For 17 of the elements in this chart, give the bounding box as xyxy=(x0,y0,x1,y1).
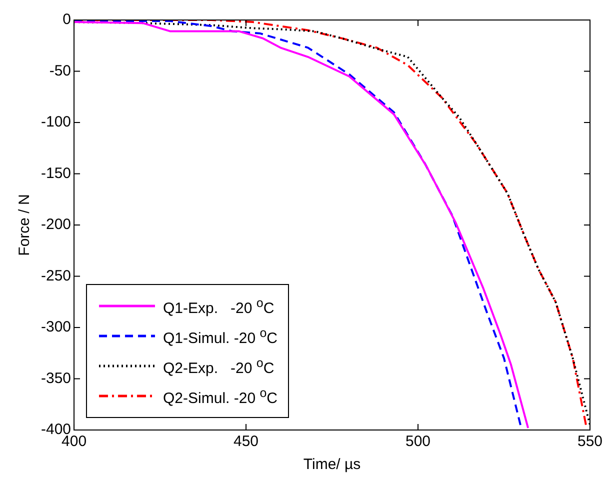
y-tick-label: -250 xyxy=(40,267,72,284)
y-tick-label: -350 xyxy=(40,370,72,387)
y-tick-label: 0 xyxy=(62,11,72,28)
y-tick-label: -300 xyxy=(40,318,72,336)
x-axis-title: Time/ µs xyxy=(303,456,361,474)
x-tick-label: 450 xyxy=(234,433,259,450)
y-tick-label: -150 xyxy=(40,164,72,182)
y-axis-title: Force / N xyxy=(16,194,34,256)
x-tick-label: 550 xyxy=(577,433,603,450)
legend-label: Q1-Exp. -20 $^{o}$C xyxy=(163,295,274,319)
y-tick-label: -100 xyxy=(40,114,72,131)
y-tick-label: -200 xyxy=(40,216,72,234)
legend-label: Q1-Simul. -20 $^{o}$C xyxy=(163,325,278,349)
legend-label: Q2-Exp. -20 $^{o}$C xyxy=(163,355,274,379)
legend-label: Q2-Simul. -20 $^{o}$C xyxy=(163,385,278,409)
y-tick-label: -50 xyxy=(49,62,72,80)
x-tick-label: 500 xyxy=(405,433,431,450)
